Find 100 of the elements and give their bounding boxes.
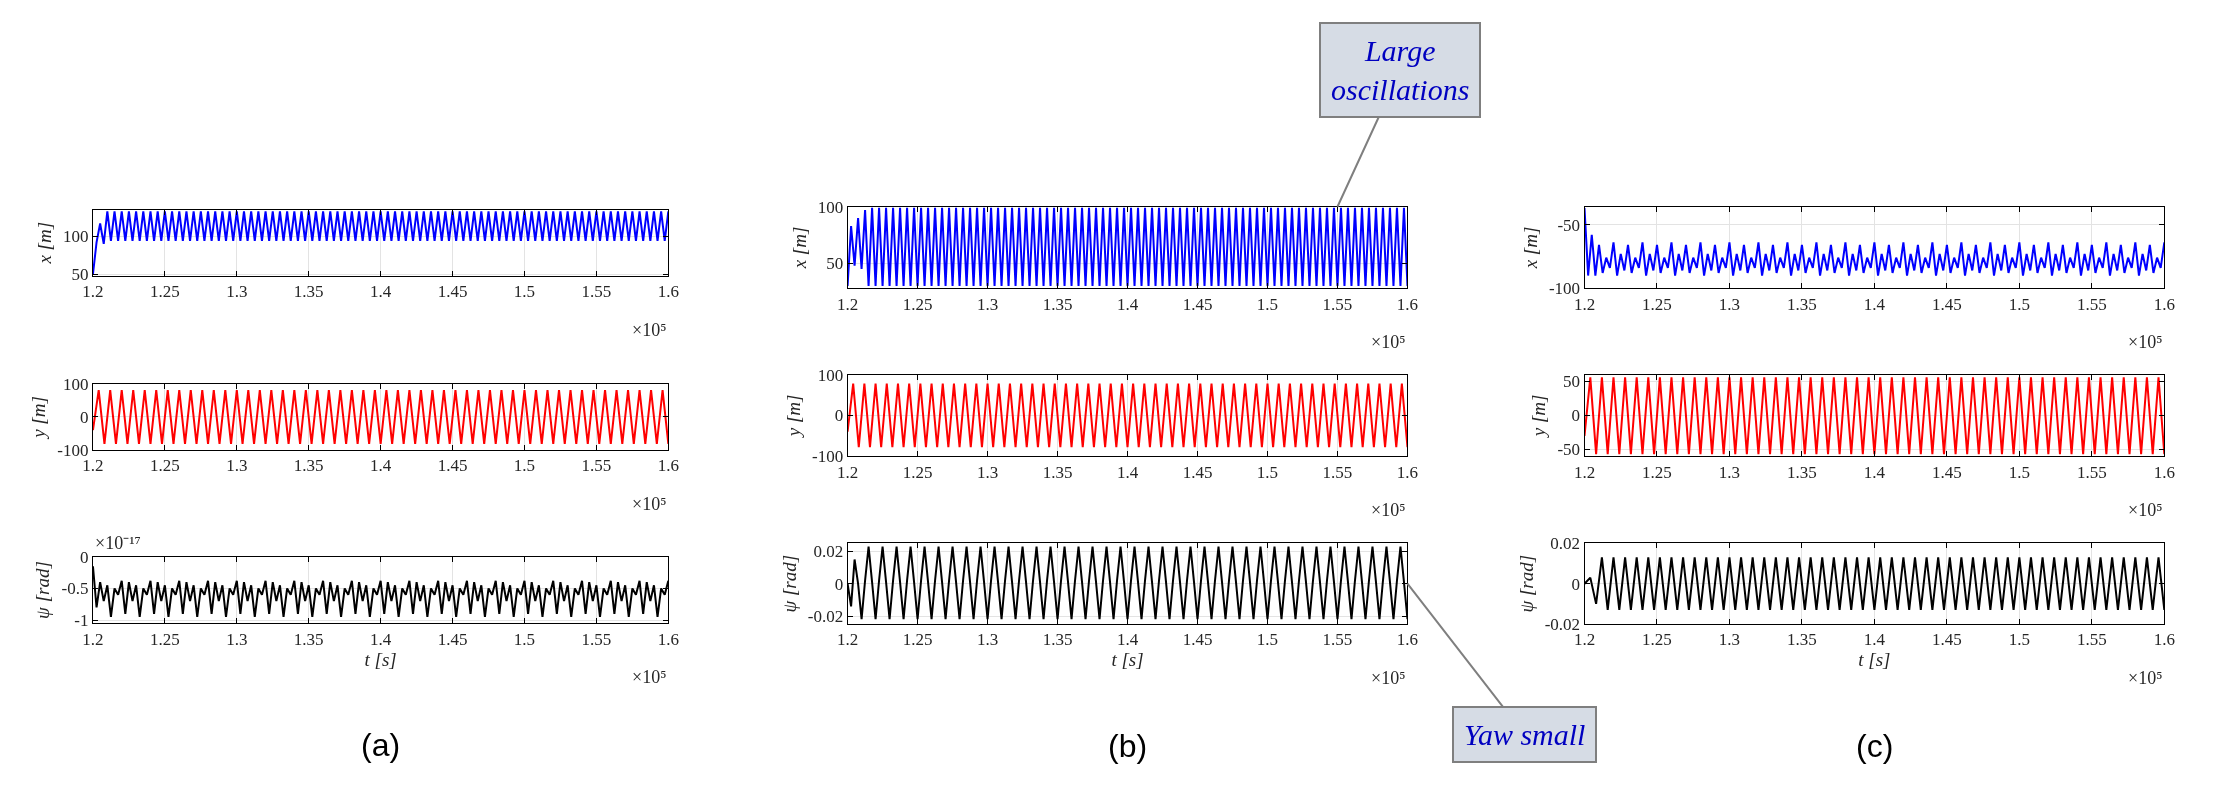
x-tick-label: 1.2 xyxy=(836,294,859,314)
x-tick-label: 1.6 xyxy=(1396,294,1419,314)
x-tick-label: 1.35 xyxy=(293,282,324,302)
x-tick-label: 1.45 xyxy=(1182,462,1213,482)
y-axis-title: ψ [rad] xyxy=(1515,554,1537,613)
x-tick-label: 1.45 xyxy=(437,629,468,649)
y-axis-title: x [m] xyxy=(33,221,55,265)
text: (a) xyxy=(361,727,401,763)
x-tick-label: 1.2 xyxy=(1573,462,1596,482)
x-tick-label: 1.45 xyxy=(1182,294,1213,314)
x-tick-label: 1.5 xyxy=(1256,462,1279,482)
x-axis-title: t [s] xyxy=(364,648,397,670)
y-tick-label: -1 xyxy=(74,611,89,631)
y-tick-label: 0 xyxy=(834,574,844,594)
x-tick-label: 1.4 xyxy=(1116,462,1139,482)
x-tick-label: 1.2 xyxy=(836,630,859,650)
x-tick-label: 1.5 xyxy=(1256,630,1279,650)
x-tick-label: 1.4 xyxy=(370,456,392,476)
text: ×10⁵ xyxy=(1371,500,1406,520)
y-tick-label: -50 xyxy=(1557,440,1581,460)
x-tick-label: 1.45 xyxy=(1932,462,1962,482)
x-tick-label: 1.5 xyxy=(1256,294,1279,314)
x-tick-label: 1.55 xyxy=(581,282,612,302)
x-tick-label: 1.35 xyxy=(1787,630,1817,650)
y-tick-label: 0 xyxy=(1571,406,1581,426)
text: (b) xyxy=(1108,728,1148,764)
x-tick-label: 1.25 xyxy=(902,462,933,482)
y-tick-label: 50 xyxy=(826,254,844,274)
y-axis-title: x [m] xyxy=(788,226,810,270)
text: (c) xyxy=(1856,728,1894,764)
x-tick-label: 1.6 xyxy=(657,629,679,649)
x-tick-label: 1.5 xyxy=(513,629,536,649)
x-tick-label: 1.4 xyxy=(1863,630,1886,650)
x-tick-label: 1.45 xyxy=(1932,294,1962,314)
y-tick-label: -50 xyxy=(1557,215,1581,235)
x-tick-label: 1.4 xyxy=(1116,630,1139,650)
x-tick-label: 1.6 xyxy=(657,282,679,302)
x-tick-label: 1.55 xyxy=(581,629,612,649)
x-tick-label: 1.3 xyxy=(976,462,999,482)
text: ×10⁵ xyxy=(632,494,667,514)
x-tick-label: 1.35 xyxy=(1042,462,1073,482)
x-tick-label: 1.6 xyxy=(2153,294,2175,314)
x-tick-label: 1.6 xyxy=(2153,462,2175,482)
x-tick-label: 1.3 xyxy=(226,629,248,649)
y-tick-label: 50 xyxy=(71,265,89,285)
y-tick-label: 100 xyxy=(817,197,844,217)
x-tick-label: 1.5 xyxy=(2008,462,2030,482)
x-tick-label: 1.55 xyxy=(2076,630,2107,650)
x-tick-label: 1.6 xyxy=(2153,630,2175,650)
y-axis-title: ψ [rad] xyxy=(32,561,54,619)
text: ×10⁵ xyxy=(2128,500,2163,520)
x-tick-label: 1.6 xyxy=(657,456,679,476)
text: ×10⁵ xyxy=(1371,332,1406,352)
x-tick-label: 1.35 xyxy=(1787,462,1817,482)
x-tick-label: 1.25 xyxy=(902,294,933,314)
x-tick-label: 1.55 xyxy=(2076,294,2107,314)
x-tick-label: 1.3 xyxy=(1718,630,1741,650)
x-tick-label: 1.25 xyxy=(149,456,180,476)
text: ×10⁵ xyxy=(2128,668,2163,688)
x-tick-label: 1.4 xyxy=(1116,294,1139,314)
x-tick-label: 1.35 xyxy=(293,629,324,649)
x-tick-label: 1.3 xyxy=(976,294,999,314)
text: ×10⁵ xyxy=(1371,668,1406,688)
x-tick-label: 1.6 xyxy=(1396,462,1419,482)
y-axis-title: y [m] xyxy=(1528,394,1550,439)
y-tick-label: 0 xyxy=(834,406,844,426)
text: ×10⁵ xyxy=(632,667,667,687)
x-tick-label: 1.4 xyxy=(1863,462,1886,482)
text: ×10⁻¹⁷ xyxy=(95,533,141,553)
x-tick-label: 1.45 xyxy=(437,456,468,476)
x-tick-label: 1.25 xyxy=(149,282,180,302)
y-axis-title: ψ [rad] xyxy=(778,554,800,613)
x-tick-label: 1.2 xyxy=(82,629,104,649)
y-axis-title: x [m] xyxy=(1519,226,1541,270)
y-tick-label: 0.02 xyxy=(1550,534,1581,554)
text: ×10⁵ xyxy=(632,320,667,340)
x-tick-label: 1.5 xyxy=(513,456,536,476)
x-tick-label: 1.25 xyxy=(902,630,933,650)
y-tick-label: -0.5 xyxy=(61,579,89,599)
x-tick-label: 1.55 xyxy=(1322,630,1353,650)
y-tick-label: 100 xyxy=(817,365,844,385)
x-axis-title: t [s] xyxy=(1111,649,1144,671)
y-tick-label: 50 xyxy=(1563,372,1581,392)
x-tick-label: 1.5 xyxy=(513,282,536,302)
x-tick-label: 1.55 xyxy=(1322,462,1353,482)
x-tick-label: 1.45 xyxy=(1182,630,1213,650)
y-tick-label: 0 xyxy=(80,407,89,427)
y-tick-label: 0 xyxy=(1571,574,1581,594)
x-tick-label: 1.25 xyxy=(1642,462,1672,482)
annotation: Large oscillations xyxy=(1331,34,1470,106)
x-tick-label: 1.3 xyxy=(1718,294,1741,314)
x-tick-label: 1.2 xyxy=(82,282,104,302)
x-tick-label: 1.4 xyxy=(370,629,392,649)
x-tick-label: 1.6 xyxy=(1396,630,1419,650)
x-tick-label: 1.25 xyxy=(149,629,180,649)
x-tick-label: 1.5 xyxy=(2008,630,2030,650)
x-tick-label: 1.35 xyxy=(1042,294,1073,314)
annotation: Yaw small xyxy=(1464,718,1586,751)
x-tick-label: 1.35 xyxy=(293,456,324,476)
x-tick-label: 1.4 xyxy=(370,282,392,302)
